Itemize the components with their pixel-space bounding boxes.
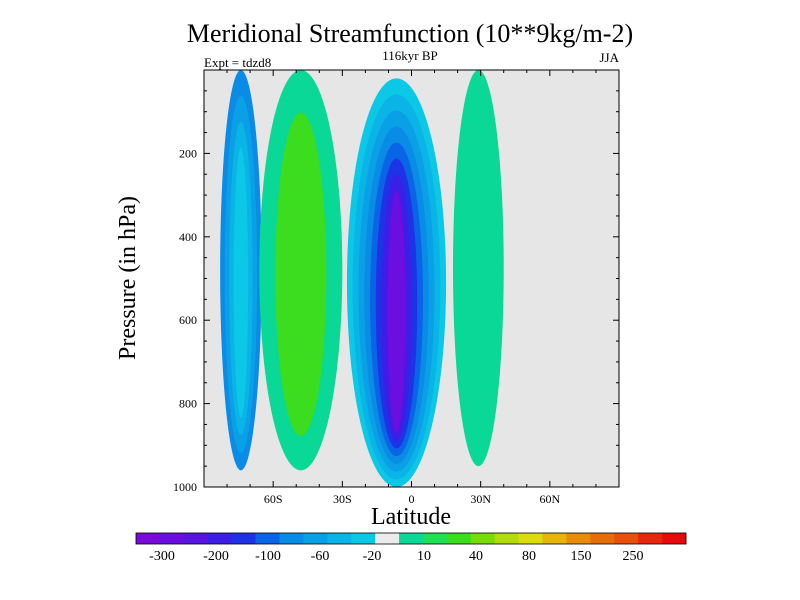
colorbar-swatch bbox=[183, 533, 209, 544]
colorbar-swatch bbox=[566, 533, 591, 544]
colorbar-label: -60 bbox=[311, 549, 330, 564]
contour-level-2-7 bbox=[387, 190, 406, 434]
x-axis-label: Latitude bbox=[371, 504, 451, 530]
colorbar-swatch bbox=[446, 533, 472, 544]
x-tick-label: 30S bbox=[333, 492, 352, 506]
colorbar-label: 250 bbox=[623, 549, 644, 564]
colorbar-swatch bbox=[159, 533, 185, 544]
season-label: JJA bbox=[599, 50, 619, 65]
colorbar-label: 40 bbox=[469, 549, 483, 564]
colorbar-swatch bbox=[518, 533, 543, 544]
colorbar-swatch bbox=[136, 533, 161, 544]
colorbar-swatch bbox=[662, 533, 687, 544]
colorbar-swatch bbox=[494, 533, 519, 544]
colorbar-swatch bbox=[207, 533, 232, 544]
colorbar-swatch bbox=[327, 533, 352, 544]
plot-axes: 60S 30S 0 30N 60N 200 400 600 800 1000 bbox=[173, 69, 620, 506]
colorbar-label: 150 bbox=[571, 549, 592, 564]
colorbar-swatch bbox=[399, 533, 424, 544]
x-tick-label: 30N bbox=[470, 492, 491, 506]
chart-subtitle: 116kyr BP bbox=[382, 48, 438, 63]
y-axis-label: Pressure (in hPa) bbox=[115, 196, 141, 360]
contour-level-0-3 bbox=[233, 147, 249, 418]
colorbar-swatch bbox=[590, 533, 615, 544]
colorbar-swatch bbox=[614, 533, 639, 544]
colorbar: -300 -200 -100 -60 -20 10 40 80 150 250 bbox=[135, 532, 687, 564]
contour-level-1-1 bbox=[275, 112, 327, 436]
contour-level-3-0 bbox=[453, 70, 504, 467]
y-tick-label: 400 bbox=[179, 230, 197, 244]
chart-title: Meridional Streamfunction (10**9kg/m-2) bbox=[187, 19, 633, 48]
colorbar-label: -300 bbox=[149, 549, 175, 564]
colorbar-frame bbox=[135, 532, 687, 545]
x-tick-label: 0 bbox=[409, 492, 415, 506]
colorbar-swatch bbox=[638, 533, 663, 544]
x-tick-label: 60N bbox=[539, 492, 560, 506]
colorbar-swatch bbox=[422, 533, 448, 544]
colorbar-swatch bbox=[231, 533, 256, 544]
colorbar-swatch bbox=[351, 533, 376, 544]
colorbar-label: -20 bbox=[363, 549, 382, 564]
colorbar-label: -100 bbox=[255, 549, 281, 564]
colorbar-label: 80 bbox=[522, 549, 536, 564]
y-tick-label: 200 bbox=[179, 146, 197, 160]
experiment-label: Expt = tdzd8 bbox=[204, 55, 271, 70]
colorbar-swatch bbox=[470, 533, 495, 544]
colorbar-swatch bbox=[279, 533, 304, 544]
colorbar-swatch bbox=[542, 533, 567, 544]
y-tick-label: 1000 bbox=[173, 480, 197, 494]
y-tick-label: 600 bbox=[179, 313, 197, 327]
y-tick-label: 800 bbox=[179, 397, 197, 411]
colorbar-swatch bbox=[255, 533, 280, 544]
colorbar-label: -200 bbox=[203, 549, 229, 564]
colorbar-swatch bbox=[375, 533, 400, 544]
colorbar-swatch bbox=[303, 533, 328, 544]
contour-fills bbox=[220, 70, 504, 487]
x-tick-label: 60S bbox=[264, 492, 283, 506]
colorbar-label: 10 bbox=[417, 549, 431, 564]
